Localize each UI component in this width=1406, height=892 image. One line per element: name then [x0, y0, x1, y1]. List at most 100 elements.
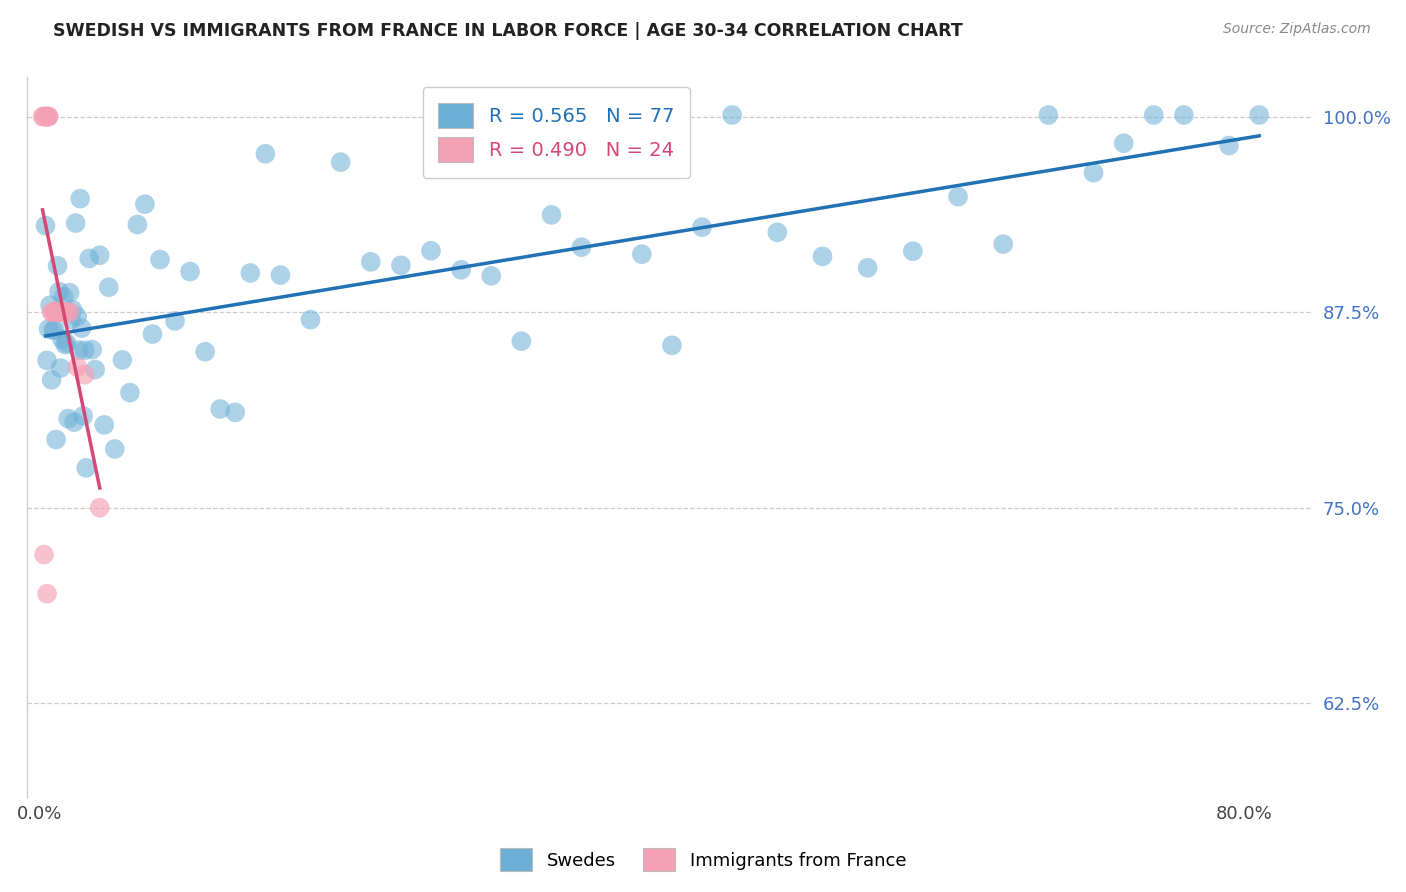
Point	[600, 154, 623, 169]
Point	[73, 343, 96, 358]
Point	[946, 189, 969, 203]
Point	[510, 334, 533, 348]
Point	[72, 409, 94, 423]
Point	[49, 305, 72, 319]
Point	[721, 108, 744, 122]
Point	[31, 110, 53, 124]
Point	[38, 322, 60, 336]
Point	[41, 373, 63, 387]
Point	[89, 248, 111, 262]
Point	[856, 260, 879, 275]
Point	[41, 305, 63, 319]
Point	[66, 310, 89, 324]
Point	[97, 280, 120, 294]
Point	[69, 192, 91, 206]
Point	[70, 321, 93, 335]
Point	[389, 258, 412, 272]
Point	[53, 337, 76, 351]
Point	[239, 266, 262, 280]
Point	[35, 587, 58, 601]
Point	[661, 338, 683, 352]
Point	[38, 110, 60, 124]
Point	[66, 359, 89, 374]
Point	[42, 323, 65, 337]
Point	[34, 110, 56, 124]
Point	[1249, 108, 1271, 122]
Point	[84, 362, 107, 376]
Point	[630, 247, 652, 261]
Point	[420, 244, 443, 258]
Point	[42, 305, 65, 319]
Point	[299, 312, 322, 326]
Point	[49, 361, 72, 376]
Point	[571, 240, 593, 254]
Point	[479, 268, 502, 283]
Point	[35, 110, 58, 124]
Point	[149, 252, 172, 267]
Point	[60, 312, 83, 326]
Point	[55, 336, 77, 351]
Point	[59, 305, 82, 319]
Point	[134, 197, 156, 211]
Point	[48, 285, 70, 299]
Point	[56, 411, 79, 425]
Point	[163, 314, 186, 328]
Point	[51, 305, 73, 319]
Point	[766, 225, 789, 239]
Point	[77, 252, 100, 266]
Text: SWEDISH VS IMMIGRANTS FROM FRANCE IN LABOR FORCE | AGE 30-34 CORRELATION CHART: SWEDISH VS IMMIGRANTS FROM FRANCE IN LAB…	[53, 22, 963, 40]
Point	[269, 268, 291, 282]
Point	[45, 433, 67, 447]
Point	[1038, 108, 1060, 122]
Point	[993, 237, 1015, 252]
Point	[1218, 138, 1240, 153]
Point	[45, 305, 67, 319]
Point	[89, 500, 111, 515]
Point	[32, 110, 55, 124]
Point	[540, 208, 562, 222]
Point	[1173, 108, 1195, 122]
Point	[48, 305, 70, 319]
Point	[39, 298, 62, 312]
Point	[34, 110, 56, 124]
Point	[1143, 108, 1166, 122]
Point	[690, 220, 713, 235]
Point	[901, 244, 924, 259]
Point	[55, 305, 77, 319]
Point	[52, 305, 75, 319]
Point	[34, 219, 56, 233]
Point	[127, 218, 149, 232]
Point	[38, 110, 60, 124]
Point	[1083, 166, 1105, 180]
Point	[450, 262, 472, 277]
Point	[59, 285, 82, 300]
Point	[104, 442, 127, 456]
Point	[67, 343, 90, 357]
Point	[46, 259, 69, 273]
Point	[1112, 136, 1135, 151]
Point	[254, 146, 277, 161]
Point	[329, 155, 352, 169]
Point	[111, 353, 134, 368]
Point	[82, 343, 104, 357]
Point	[179, 264, 201, 278]
Point	[209, 401, 232, 416]
Point	[811, 249, 834, 263]
Point	[63, 415, 86, 429]
Point	[93, 417, 115, 432]
Point	[194, 344, 217, 359]
Point	[32, 548, 55, 562]
Legend: Swedes, Immigrants from France: Swedes, Immigrants from France	[492, 841, 914, 879]
Point	[35, 110, 58, 124]
Point	[224, 405, 246, 419]
Point	[51, 332, 73, 346]
Point	[44, 305, 66, 319]
Text: Source: ZipAtlas.com: Source: ZipAtlas.com	[1223, 22, 1371, 37]
Point	[62, 302, 84, 317]
Point	[46, 305, 69, 319]
Point	[44, 323, 66, 337]
Point	[73, 368, 96, 382]
Point	[75, 460, 97, 475]
Point	[65, 216, 87, 230]
Point	[360, 255, 382, 269]
